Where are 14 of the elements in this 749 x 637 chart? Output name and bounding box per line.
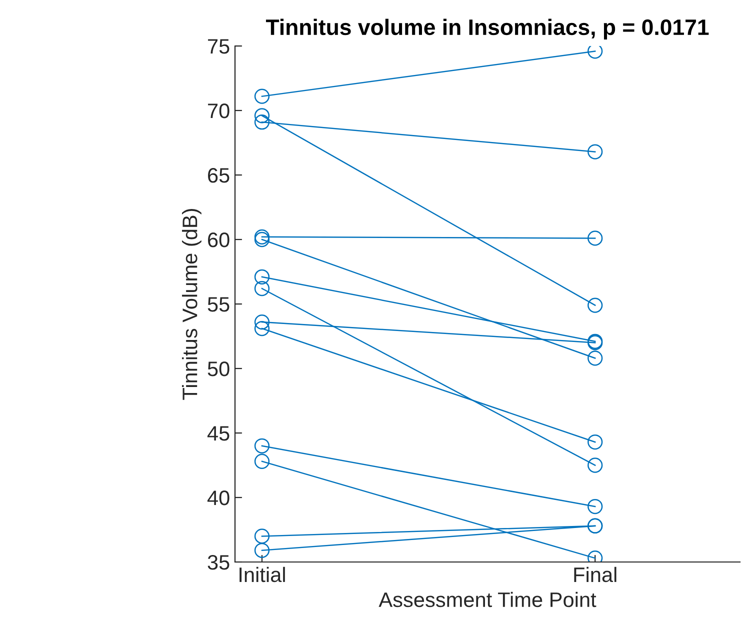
chart-title: Tinnitus volume in Insomniacs, p = 0.0171 bbox=[266, 18, 709, 40]
x-tick-label: Final bbox=[574, 566, 616, 582]
y-tick-label: 35 bbox=[208, 555, 230, 570]
y-tick-label: 45 bbox=[207, 426, 230, 441]
y-axis-title: Tinnitus Volume (dB) bbox=[182, 208, 202, 400]
x-tick-label: Initial bbox=[240, 566, 285, 582]
y-tick-label: 60 bbox=[208, 232, 230, 248]
y-tick-label: 75 bbox=[208, 39, 230, 54]
y-tick-label: 40 bbox=[207, 490, 230, 506]
y-tick-label: 70 bbox=[208, 104, 230, 118]
y-tick-label: 65 bbox=[208, 168, 230, 183]
y-tick-label: 50 bbox=[208, 362, 230, 376]
y-tick-label: 55 bbox=[208, 297, 230, 312]
x-axis-title: Assessment Time Point bbox=[378, 592, 596, 608]
